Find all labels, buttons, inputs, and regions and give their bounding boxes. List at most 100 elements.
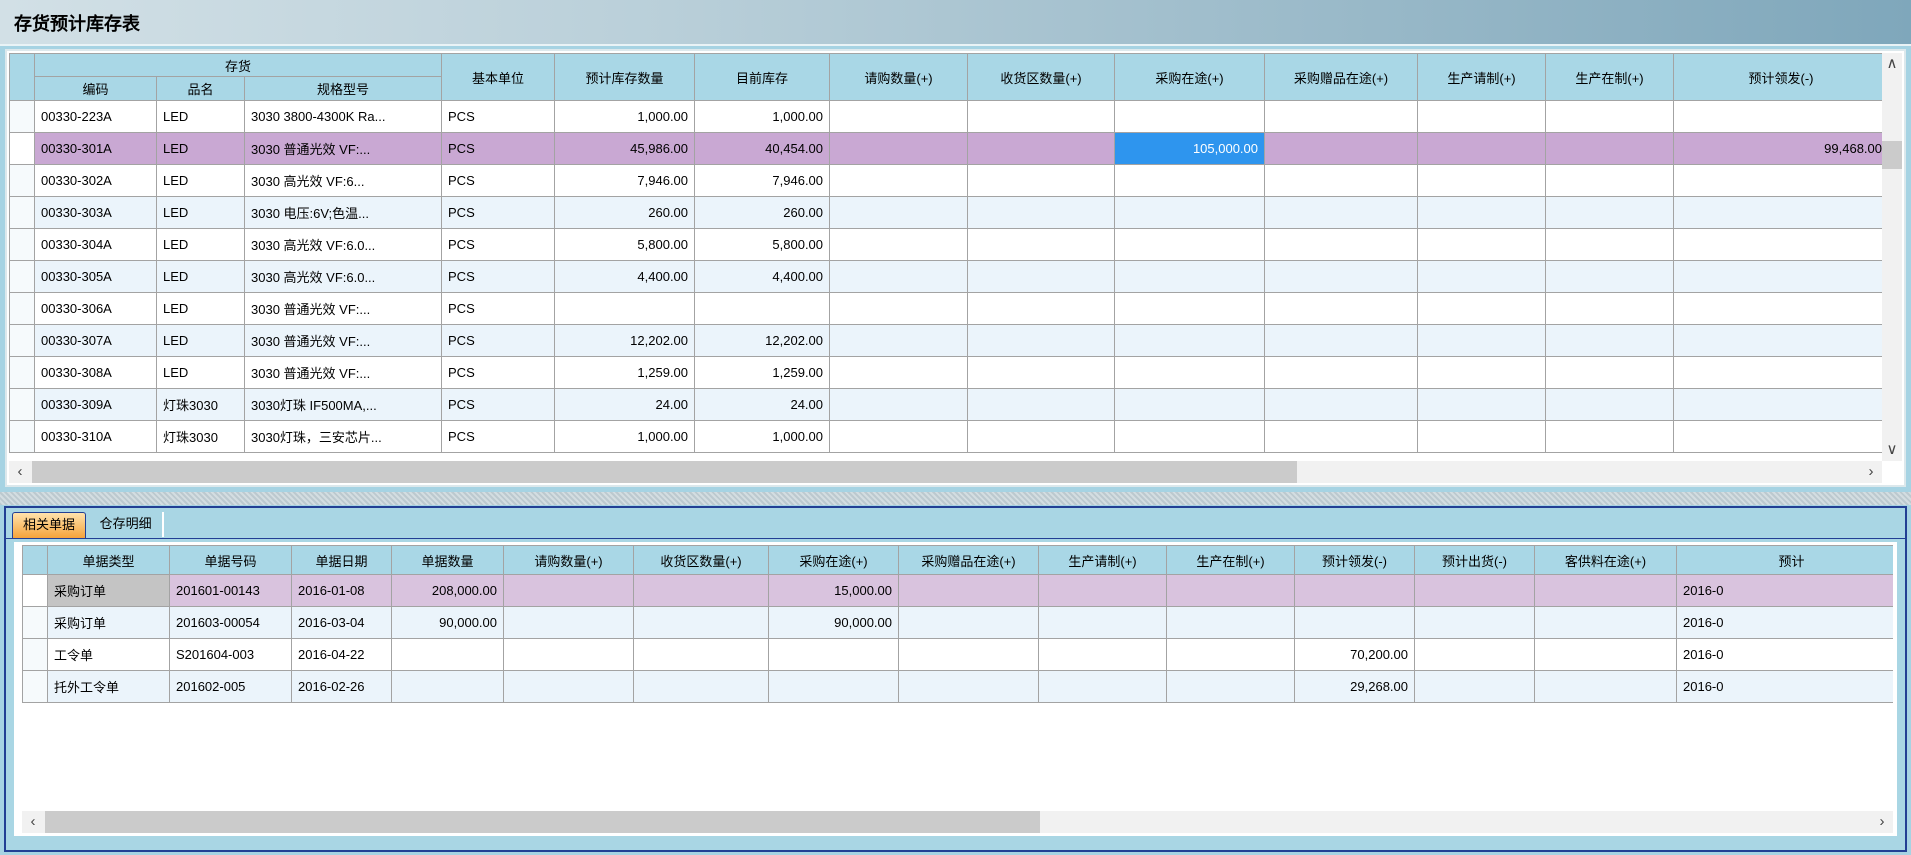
cell-production-request[interactable] <box>1417 260 1547 293</box>
cell-spec[interactable]: 3030 普通光效 VF:... <box>243 324 443 357</box>
row-selector-cell[interactable] <box>9 292 35 325</box>
cell-gift-transit[interactable] <box>898 670 1039 703</box>
tab-warehouse-detail[interactable]: 仓存明细 <box>90 512 164 537</box>
column-header-unit[interactable]: 基本单位 <box>441 53 556 101</box>
cell-forecast-qty[interactable]: 7,946.00 <box>554 164 696 197</box>
cell-production-request[interactable] <box>1417 388 1547 421</box>
cell-production-request[interactable] <box>1417 324 1547 357</box>
cell-code[interactable]: 00330-302A <box>34 164 157 197</box>
cell-current-stock[interactable] <box>694 292 831 325</box>
cell-spec[interactable]: 3030 高光效 VF:6.0... <box>243 228 443 261</box>
vertical-scrollbar[interactable]: ∧ ∨ <box>1882 53 1902 461</box>
cell-forecast-qty[interactable] <box>554 292 696 325</box>
cell-purchase-transit[interactable] <box>1114 292 1266 325</box>
cell-planned-ship[interactable] <box>1414 670 1535 703</box>
cell-production-request[interactable] <box>1417 292 1547 325</box>
cell-planned-ship[interactable] <box>1414 638 1535 671</box>
cell-unit[interactable]: PCS <box>441 388 556 421</box>
cell-planned-date[interactable]: 2016-0 <box>1676 670 1893 703</box>
column-header-production-request[interactable]: 生产请制(+) <box>1038 545 1167 575</box>
column-header-purchase-transit[interactable]: 采购在途(+) <box>1114 53 1266 101</box>
cell-code[interactable]: 00330-307A <box>34 324 157 357</box>
cell-purchase-transit[interactable] <box>1114 100 1266 133</box>
cell-request-qty[interactable] <box>503 638 634 671</box>
column-header-production-wip[interactable]: 生产在制(+) <box>1166 545 1295 575</box>
cell-gift-transit[interactable] <box>1264 388 1419 421</box>
cell-forecast-qty[interactable]: 1,259.00 <box>554 356 696 389</box>
cell-name[interactable]: LED <box>156 292 245 325</box>
cell-forecast-qty[interactable]: 12,202.00 <box>554 324 696 357</box>
column-header-receiving-qty[interactable]: 收货区数量(+) <box>967 53 1116 101</box>
table-row[interactable]: 采购订单 201601-00143 2016-01-08 208,000.00 … <box>22 574 1893 607</box>
cell-request-qty[interactable] <box>503 670 634 703</box>
cell-production-wip[interactable] <box>1166 574 1295 607</box>
cell-request-qty[interactable] <box>829 292 969 325</box>
cell-current-stock[interactable]: 1,259.00 <box>694 356 831 389</box>
cell-production-request[interactable] <box>1038 574 1167 607</box>
cell-production-request[interactable] <box>1038 670 1167 703</box>
cell-planned-date[interactable]: 2016-0 <box>1676 638 1893 671</box>
cell-planned-issue[interactable] <box>1673 100 1882 133</box>
cell-production-wip[interactable] <box>1545 164 1675 197</box>
cell-current-stock[interactable]: 12,202.00 <box>694 324 831 357</box>
column-header-doc-qty[interactable]: 单据数量 <box>391 545 504 575</box>
cell-purchase-transit[interactable] <box>1114 356 1266 389</box>
cell-purchase-transit[interactable]: 105,000.00 <box>1114 132 1266 165</box>
cell-gift-transit[interactable] <box>898 574 1039 607</box>
cell-production-request[interactable] <box>1417 100 1547 133</box>
cell-current-stock[interactable]: 1,000.00 <box>694 100 831 133</box>
column-header-planned-issue[interactable]: 预计领发(-) <box>1294 545 1415 575</box>
cell-spec[interactable]: 3030 电压:6V;色温... <box>243 196 443 229</box>
cell-purchase-transit[interactable] <box>768 638 899 671</box>
cell-purchase-transit[interactable] <box>1114 324 1266 357</box>
scroll-up-icon[interactable]: ∧ <box>1882 53 1902 75</box>
table-row[interactable]: 00330-309A 灯珠3030 3030灯珠 IF500MA,... PCS… <box>9 388 1882 421</box>
table-row[interactable]: 00330-303A LED 3030 电压:6V;色温... PCS 260.… <box>9 196 1882 229</box>
cell-name[interactable]: LED <box>156 164 245 197</box>
cell-code[interactable]: 00330-306A <box>34 292 157 325</box>
cell-gift-transit[interactable] <box>898 606 1039 639</box>
row-selector-cell[interactable] <box>22 606 48 639</box>
scroll-left-icon[interactable]: ‹ <box>9 461 31 483</box>
cell-receiving-qty[interactable] <box>967 260 1116 293</box>
cell-planned-date[interactable]: 2016-0 <box>1676 574 1893 607</box>
cell-name[interactable]: LED <box>156 100 245 133</box>
table-row[interactable]: 工令单 S201604-003 2016-04-22 70,200.00 201… <box>22 638 1893 671</box>
scroll-down-icon[interactable]: ∨ <box>1882 439 1902 461</box>
cell-planned-issue[interactable] <box>1294 574 1415 607</box>
cell-current-stock[interactable]: 24.00 <box>694 388 831 421</box>
cell-spec[interactable]: 3030灯珠，三安芯片... <box>243 420 443 453</box>
column-header-spec[interactable]: 规格型号 <box>243 76 443 101</box>
cell-code[interactable]: 00330-301A <box>34 132 157 165</box>
cell-planned-issue[interactable]: 29,268.00 <box>1294 670 1415 703</box>
cell-forecast-qty[interactable]: 24.00 <box>554 388 696 421</box>
cell-current-stock[interactable]: 40,454.00 <box>694 132 831 165</box>
cell-doc-no[interactable]: 201602-005 <box>169 670 292 703</box>
table-row[interactable]: 00330-223A LED 3030 3800-4300K Ra... PCS… <box>9 100 1882 133</box>
cell-customer-material-transit[interactable] <box>1534 638 1677 671</box>
cell-planned-issue[interactable] <box>1294 606 1415 639</box>
cell-purchase-transit[interactable] <box>1114 228 1266 261</box>
cell-request-qty[interactable] <box>829 164 969 197</box>
cell-name[interactable]: LED <box>156 132 245 165</box>
cell-customer-material-transit[interactable] <box>1534 670 1677 703</box>
cell-production-wip[interactable] <box>1166 638 1295 671</box>
row-selector-cell[interactable] <box>9 324 35 357</box>
cell-production-request[interactable] <box>1417 164 1547 197</box>
cell-production-request[interactable] <box>1417 420 1547 453</box>
cell-forecast-qty[interactable]: 45,986.00 <box>554 132 696 165</box>
cell-production-wip[interactable] <box>1545 100 1675 133</box>
cell-current-stock[interactable]: 4,400.00 <box>694 260 831 293</box>
cell-request-qty[interactable] <box>829 388 969 421</box>
table-row[interactable]: 00330-304A LED 3030 高光效 VF:6.0... PCS 5,… <box>9 228 1882 261</box>
cell-gift-transit[interactable] <box>1264 100 1419 133</box>
cell-planned-issue[interactable]: 70,200.00 <box>1294 638 1415 671</box>
cell-gift-transit[interactable] <box>898 638 1039 671</box>
table-row[interactable]: 托外工令单 201602-005 2016-02-26 29,268.00 20… <box>22 670 1893 703</box>
cell-gift-transit[interactable] <box>1264 260 1419 293</box>
cell-planned-ship[interactable] <box>1414 606 1535 639</box>
cell-request-qty[interactable] <box>829 196 969 229</box>
cell-code[interactable]: 00330-308A <box>34 356 157 389</box>
column-header-doc-date[interactable]: 单据日期 <box>291 545 392 575</box>
cell-forecast-qty[interactable]: 1,000.00 <box>554 100 696 133</box>
